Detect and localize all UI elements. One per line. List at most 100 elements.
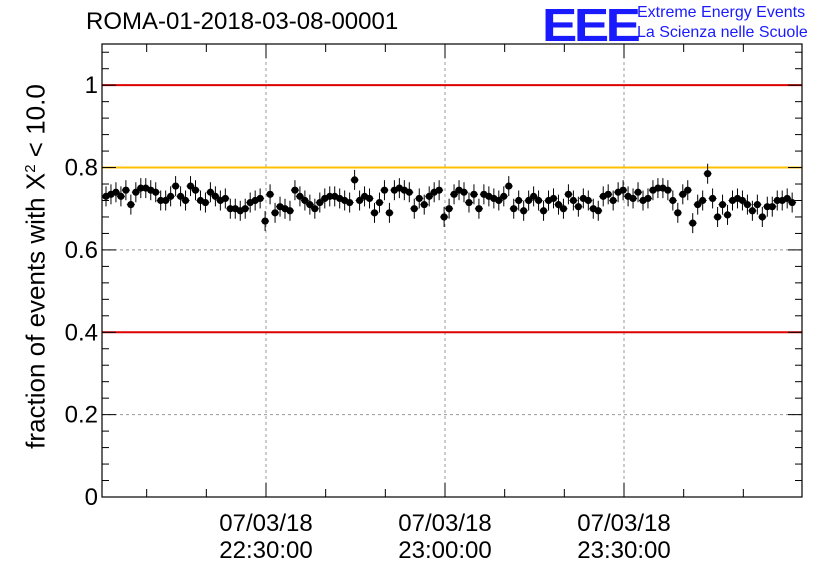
data-point [569,190,578,211]
data-point [643,188,652,209]
data-point [435,180,444,201]
point-marker [495,196,503,205]
data-point [574,196,583,217]
point-marker [763,203,771,211]
point-marker [515,196,523,205]
data-point [116,186,125,207]
data-point [445,198,454,219]
data-point [261,211,270,232]
data-point [469,184,478,205]
point-marker [718,201,727,209]
data-point [708,188,717,209]
data-point [176,186,185,207]
data-point [474,198,483,219]
point-marker [291,186,299,194]
point-marker [375,198,384,207]
data-point [529,186,538,207]
data-point [619,180,628,201]
x-tick-label-time: 23:00:00 [398,537,491,564]
data-point [693,194,702,215]
data-point [460,182,468,203]
data-point [191,180,200,201]
data-point [499,186,508,207]
data-point [554,194,563,215]
data-point [161,190,170,211]
point-marker [226,205,234,213]
point-marker [326,192,334,200]
data-point [405,182,414,203]
point-marker [539,207,548,215]
point-marker [713,213,722,221]
data-point [594,200,603,221]
data-point [290,180,299,201]
data-point [584,190,593,211]
point-marker [445,205,453,213]
point-marker [629,194,637,203]
point-marker [574,203,582,211]
point-marker [500,192,508,200]
data-point [673,202,682,223]
y-axis-label-text: fraction of events with Χ [20,172,51,449]
point-marker [271,209,279,217]
y-tick-label: 0 [85,484,98,511]
point-marker [117,192,125,200]
data-point [768,196,777,217]
point-marker [723,211,732,219]
y-tick-label: 0.6 [65,237,98,264]
point-marker [420,201,428,209]
point-marker [365,194,374,203]
point-marker [619,186,627,194]
point-marker [201,198,210,207]
point-marker [191,186,200,194]
y-axis-label-superscript: 2 [21,164,39,173]
plot-frame [101,43,803,498]
data-point [504,176,513,197]
data-point [266,184,275,205]
point-marker [470,190,478,198]
data-point [604,184,613,205]
point-marker [167,192,175,200]
data-point [385,202,394,223]
data-point [678,184,687,205]
data-point [186,176,195,197]
point-marker [405,188,413,196]
data-point [534,190,543,211]
data-point [549,188,558,209]
point-marker [699,196,707,205]
point-marker [261,217,269,225]
data-point [305,194,314,215]
point-marker [241,205,249,213]
data-point [753,194,762,215]
axis-ticks-layer [102,44,802,498]
data-point [126,194,135,215]
data-point [738,190,747,211]
point-marker [689,219,697,227]
point-marker [634,188,642,196]
data-point [300,190,309,211]
point-marker [425,192,433,200]
y-tick-label: 1 [85,72,98,99]
eee-logo-line-1: Extreme Energy Events [637,4,806,21]
data-point [206,182,215,203]
data-point [315,192,324,213]
data-point [514,190,523,211]
x-tick-label-date: 07/03/18 [398,510,491,537]
data-point [519,200,528,221]
data-point [151,182,160,203]
point-marker [465,198,473,207]
data-point [668,190,677,211]
data-point [698,190,707,211]
data-point [713,206,722,227]
point-marker [127,201,135,209]
data-point [425,186,434,207]
point-marker [211,192,219,200]
data-point [703,163,712,184]
point-marker [788,198,796,207]
point-marker [435,186,443,194]
data-point [221,188,230,209]
data-point [464,192,473,213]
data-point [539,200,548,221]
point-marker [172,182,180,190]
point-marker [181,196,190,205]
